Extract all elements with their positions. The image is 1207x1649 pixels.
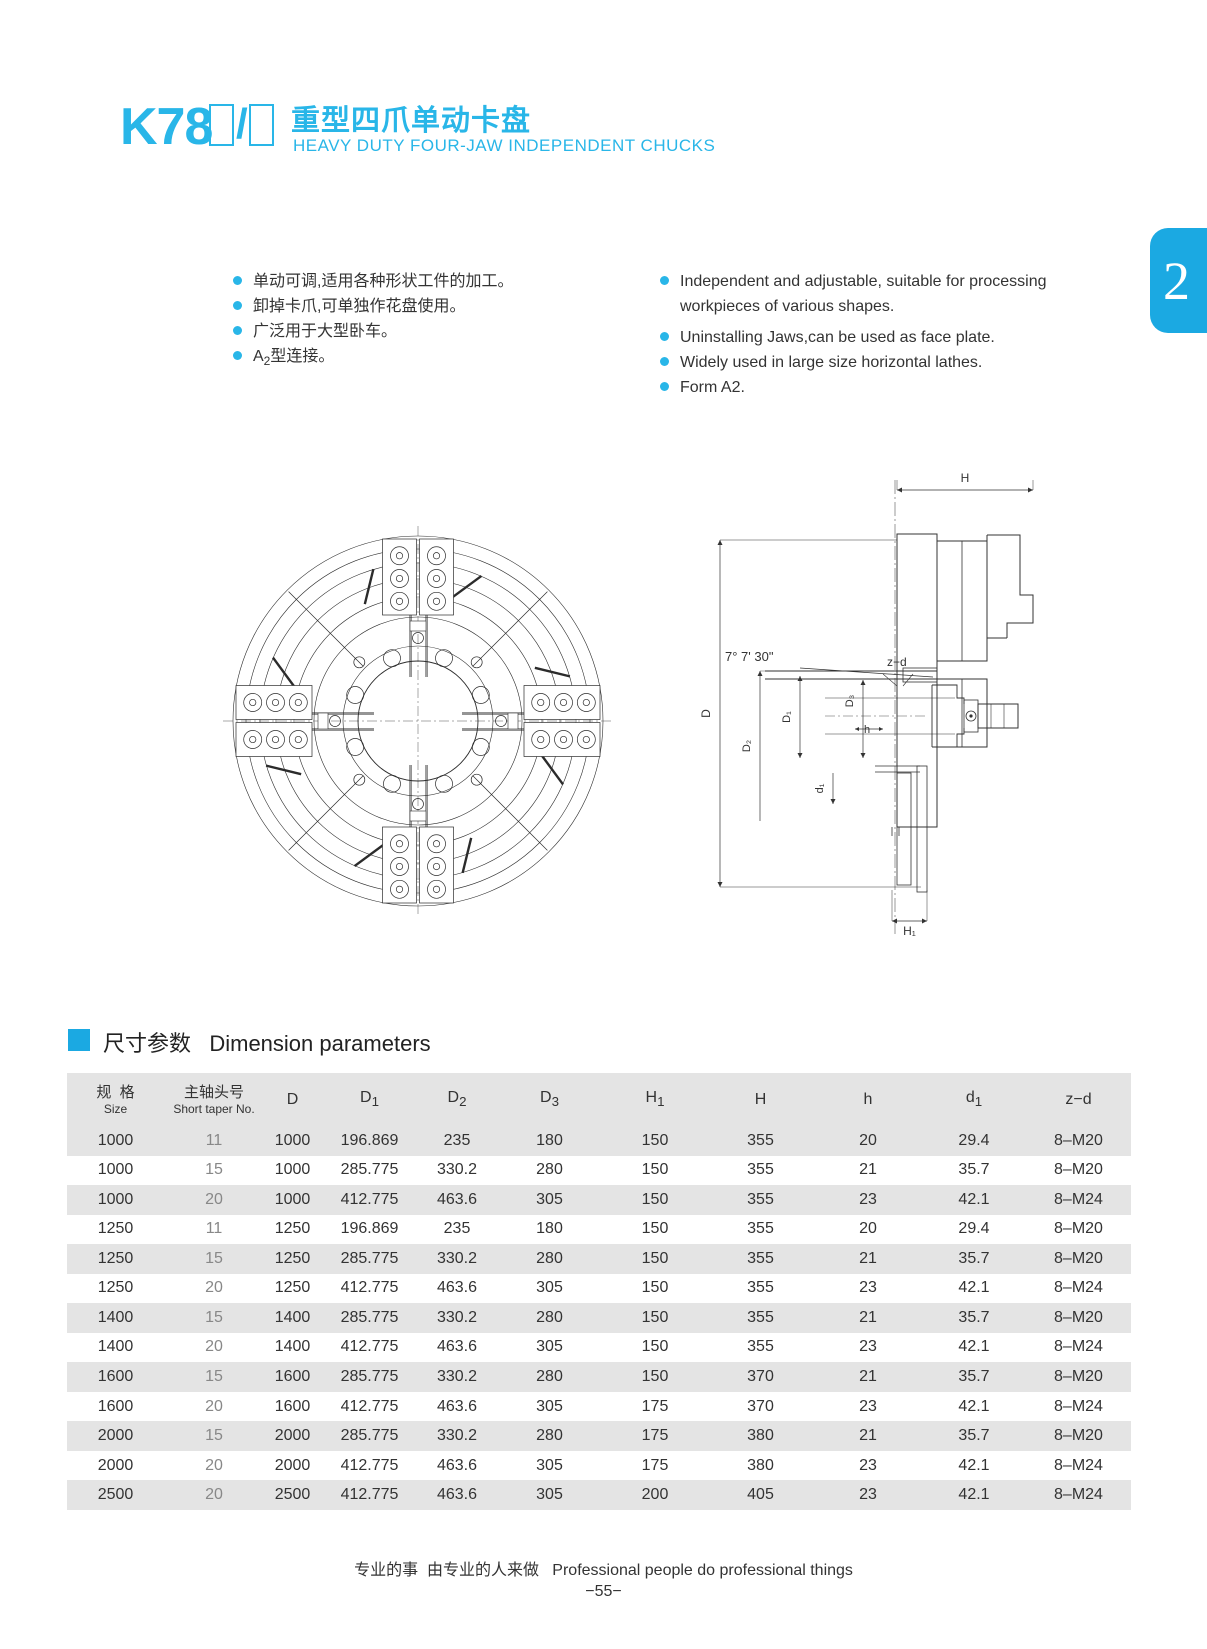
svg-text:H₁: H₁: [903, 924, 916, 937]
svg-text:D₃: D₃: [844, 695, 856, 707]
svg-text:D₂: D₂: [741, 740, 753, 752]
svg-text:h: h: [864, 724, 870, 736]
svg-text:D₁: D₁: [781, 711, 793, 723]
svg-text:H: H: [961, 472, 970, 485]
svg-text:z−d: z−d: [887, 655, 907, 669]
svg-text:d₁: d₁: [814, 783, 826, 793]
svg-text:7° 7' 30": 7° 7' 30": [725, 649, 774, 664]
svg-text:D: D: [700, 709, 713, 718]
